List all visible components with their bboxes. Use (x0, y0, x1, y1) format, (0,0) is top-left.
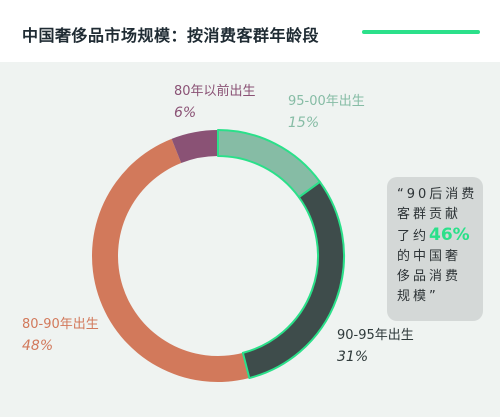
callout-box: “90后消费 客群贡献 了约46% 的中国奢 侈品消费 规模” (387, 177, 483, 321)
donut-slice-3 (171, 130, 218, 164)
slice-value-80-90: 48% (22, 338, 54, 354)
chart-title: 中国奢侈品市场规模：按消费客群年龄段 (22, 26, 320, 45)
slice-name-95-00: 95-00年出生 (288, 94, 365, 109)
title-accent-bar (362, 30, 480, 34)
slice-value-80before: 6% (174, 105, 197, 121)
callout-line-3-text: 了约 (397, 229, 430, 244)
slice-name-90-95: 90-95年出生 (337, 328, 414, 343)
slice-value-90-95: 31% (337, 349, 369, 365)
slice-label-95-00: 95-00年出生 15% (288, 90, 365, 131)
callout-line-5: 侈品消费 (397, 269, 462, 284)
slice-label-90-95: 90-95年出生 31% (337, 324, 414, 365)
donut-slice-0 (217, 129, 321, 199)
donut-slice-2 (91, 138, 250, 382)
callout-line-6: 规模” (397, 289, 439, 304)
slice-label-80before: 80年以前出生 6% (174, 80, 256, 121)
callout-line-4: 的中国奢 (397, 249, 462, 264)
slice-name-80-90: 80-90年出生 (22, 317, 99, 332)
callout-line-2: 客群贡献 (397, 207, 462, 222)
slice-name-80before: 80年以前出生 (174, 84, 256, 99)
callout-line-3: 了约46% (397, 225, 475, 247)
callout-highlight-value: 46% (429, 225, 470, 245)
slice-label-80-90: 80-90年出生 48% (22, 313, 99, 354)
donut-slice-1 (241, 180, 345, 380)
header: 中国奢侈品市场规模：按消费客群年龄段 (0, 0, 500, 62)
slice-value-95-00: 15% (288, 115, 320, 131)
callout-line-1: “90后消费 (397, 187, 478, 202)
